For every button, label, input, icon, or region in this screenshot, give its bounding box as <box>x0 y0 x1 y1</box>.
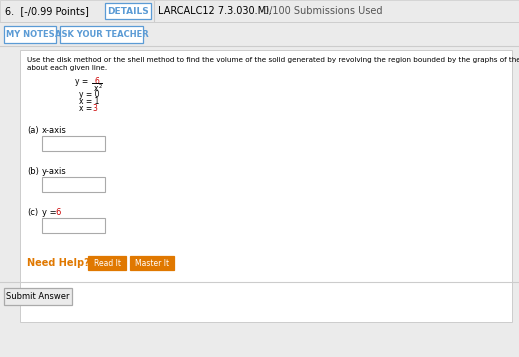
FancyBboxPatch shape <box>130 256 174 270</box>
Text: 0/100 Submissions Used: 0/100 Submissions Used <box>263 6 383 16</box>
FancyBboxPatch shape <box>88 256 126 270</box>
Text: y-axis: y-axis <box>42 167 67 176</box>
Text: MY NOTES: MY NOTES <box>6 30 54 39</box>
FancyBboxPatch shape <box>42 218 105 233</box>
Text: Master It: Master It <box>135 258 169 267</box>
Text: x: x <box>94 84 98 93</box>
FancyBboxPatch shape <box>20 50 512 322</box>
Text: x-axis: x-axis <box>42 126 67 135</box>
Text: 6: 6 <box>94 77 100 86</box>
FancyBboxPatch shape <box>4 288 72 305</box>
Text: Submit Answer: Submit Answer <box>6 292 70 301</box>
Text: DETAILS: DETAILS <box>107 6 149 15</box>
FancyBboxPatch shape <box>60 26 143 43</box>
Text: 3: 3 <box>92 104 97 113</box>
FancyBboxPatch shape <box>42 177 105 192</box>
Text: 6.  [-/0.99 Points]: 6. [-/0.99 Points] <box>5 6 89 16</box>
Text: (b): (b) <box>27 167 39 176</box>
Text: x =: x = <box>79 104 94 113</box>
Text: 2: 2 <box>98 84 102 89</box>
Text: y =: y = <box>42 208 59 217</box>
Text: 6: 6 <box>55 208 60 217</box>
Text: (c): (c) <box>27 208 38 217</box>
Text: Read It: Read It <box>93 258 120 267</box>
FancyBboxPatch shape <box>0 0 519 22</box>
Text: LARCALC12 7.3.030.MI.: LARCALC12 7.3.030.MI. <box>158 6 272 16</box>
Text: ASK YOUR TEACHER: ASK YOUR TEACHER <box>54 30 148 39</box>
FancyBboxPatch shape <box>105 3 151 19</box>
Text: (a): (a) <box>27 126 38 135</box>
FancyBboxPatch shape <box>42 136 105 151</box>
Text: y =: y = <box>75 76 88 85</box>
Text: Use the disk method or the shell method to find the volume of the solid generate: Use the disk method or the shell method … <box>27 57 519 63</box>
FancyBboxPatch shape <box>4 26 56 43</box>
Text: Need Help?: Need Help? <box>27 258 90 268</box>
Text: about each given line.: about each given line. <box>27 65 107 71</box>
Text: y = 0: y = 0 <box>79 90 100 99</box>
Text: x = 1: x = 1 <box>79 97 99 106</box>
